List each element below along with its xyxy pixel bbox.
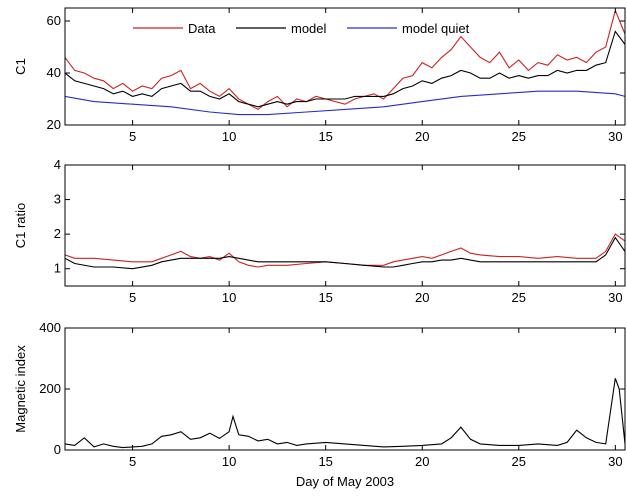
x-tick-label: 30 bbox=[608, 454, 622, 469]
y-tick-label: 40 bbox=[47, 65, 61, 80]
x-axis-label: Day of May 2003 bbox=[296, 474, 394, 489]
x-tick-label: 25 bbox=[512, 129, 526, 144]
x-tick-label: 5 bbox=[129, 290, 136, 305]
x-tick-label: 20 bbox=[415, 454, 429, 469]
y-axis-label: C1 bbox=[13, 58, 28, 75]
legend-label: model bbox=[291, 21, 327, 36]
y-tick-label: 0 bbox=[54, 442, 61, 457]
x-tick-label: 5 bbox=[129, 129, 136, 144]
legend-label: model quiet bbox=[402, 21, 470, 36]
series-line-data bbox=[65, 8, 625, 111]
y-tick-label: 2 bbox=[54, 226, 61, 241]
legend: Data model model quiet bbox=[133, 21, 470, 36]
y-tick-label: 400 bbox=[39, 320, 61, 335]
x-tick-label: 25 bbox=[512, 454, 526, 469]
panel-1: 5 10 15 20 25 30 20 40 60 C1 Data model model quiet bbox=[13, 7, 626, 144]
x-tick-label: 30 bbox=[608, 290, 622, 305]
series-line-model bbox=[65, 30, 625, 108]
panel-3: 5 10 15 20 25 30 0 200 400 Magnetic index Day of M… bbox=[13, 320, 626, 489]
x-tick-label: 15 bbox=[318, 454, 332, 469]
series-group bbox=[65, 233, 625, 270]
x-tick-label: 5 bbox=[129, 454, 136, 469]
y-tick-label: 20 bbox=[47, 117, 61, 132]
axes-box bbox=[64, 7, 626, 126]
axes-box bbox=[64, 327, 626, 451]
series-line-model-quiet bbox=[65, 90, 625, 116]
y-tick-label: 60 bbox=[47, 13, 61, 28]
x-tick-label: 20 bbox=[415, 129, 429, 144]
series-line-model bbox=[65, 236, 625, 270]
x-tick-label: 10 bbox=[222, 290, 236, 305]
series-group bbox=[65, 378, 625, 449]
y-tick-label: 3 bbox=[54, 192, 61, 207]
y-tick-label: 1 bbox=[54, 261, 61, 276]
legend-label: Data bbox=[188, 21, 216, 36]
x-tick-label: 25 bbox=[512, 290, 526, 305]
x-tick-label: 10 bbox=[222, 454, 236, 469]
series-line-series bbox=[65, 378, 625, 449]
y-tick-label: 200 bbox=[39, 381, 61, 396]
x-tick-label: 15 bbox=[318, 290, 332, 305]
y-axis-label: Magnetic index bbox=[13, 345, 28, 433]
x-tick-label: 15 bbox=[318, 129, 332, 144]
panel-2: 5 10 15 20 25 30 1 2 3 4 C1 ratio bbox=[13, 157, 626, 305]
axes-box bbox=[64, 164, 626, 287]
y-axis-label: C1 ratio bbox=[13, 203, 28, 249]
x-tick-label: 20 bbox=[415, 290, 429, 305]
series-group bbox=[65, 8, 625, 116]
x-tick-label: 30 bbox=[608, 129, 622, 144]
x-tick-label: 10 bbox=[222, 129, 236, 144]
y-tick-label: 4 bbox=[54, 157, 61, 172]
